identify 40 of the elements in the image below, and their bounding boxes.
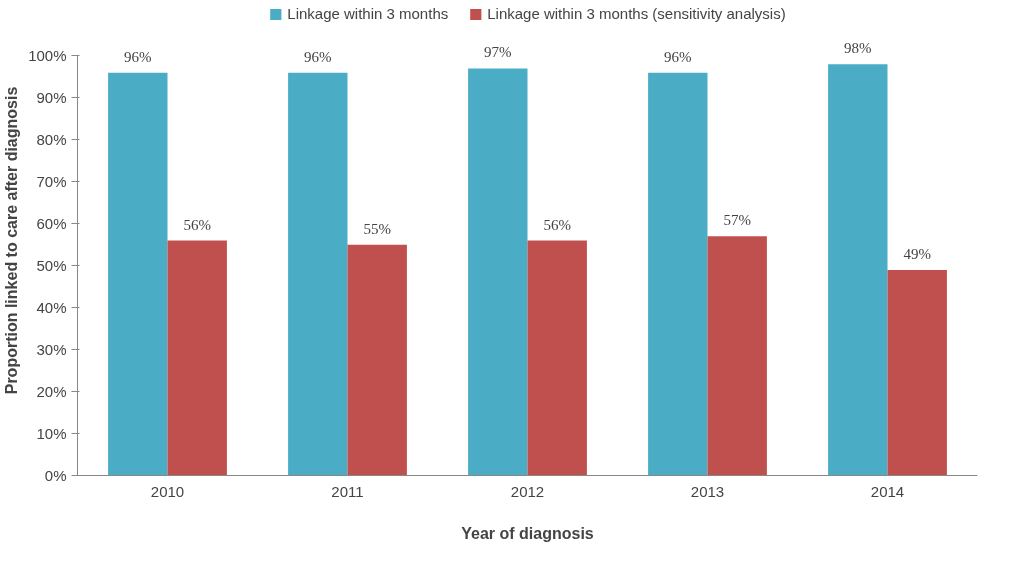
data-label: 96% <box>124 48 152 65</box>
y-tick-label: 40% <box>36 299 67 317</box>
data-label: 49% <box>903 245 931 262</box>
bar <box>887 269 947 476</box>
legend-label: Linkage within 3 months <box>287 5 449 22</box>
x-axis-title: Year of diagnosis <box>461 524 594 542</box>
x-tick-label: 2011 <box>331 482 364 500</box>
y-tick-label: 0% <box>44 467 67 484</box>
y-axis-title: Proportion linked to care after diagnosis <box>3 86 21 395</box>
y-tick-label: 50% <box>36 257 67 275</box>
x-tick-label: 2013 <box>690 482 725 500</box>
bar <box>648 72 708 476</box>
y-tick-label: 70% <box>36 173 67 191</box>
data-label: 55% <box>363 220 391 237</box>
x-tick-label: 2010 <box>150 482 185 500</box>
bar <box>167 240 227 476</box>
bar <box>468 68 528 476</box>
bar <box>288 72 348 476</box>
data-label: 96% <box>304 48 332 65</box>
data-label: 98% <box>844 40 872 57</box>
y-tick-label: 10% <box>36 425 67 443</box>
data-label: 57% <box>723 212 751 229</box>
y-tick-label: 80% <box>36 131 67 149</box>
legend-label: Linkage within 3 months (sensitivity analysis) <box>487 5 786 22</box>
data-label: 56% <box>183 216 211 233</box>
x-tick-label: 2014 <box>870 482 905 500</box>
bar <box>828 64 888 476</box>
bar <box>707 236 767 476</box>
y-tick-label: 100% <box>28 47 67 65</box>
data-label: 56% <box>543 216 571 233</box>
data-label: 96% <box>664 48 692 65</box>
y-tick-label: 60% <box>36 215 67 233</box>
y-tick-label: 20% <box>36 383 67 401</box>
y-tick-label: 30% <box>36 341 67 359</box>
bar <box>347 244 407 476</box>
bar <box>108 72 168 476</box>
data-label: 97% <box>484 44 512 61</box>
bar <box>527 240 587 476</box>
y-tick-label: 90% <box>36 89 67 107</box>
x-tick-label: 2012 <box>510 482 545 500</box>
